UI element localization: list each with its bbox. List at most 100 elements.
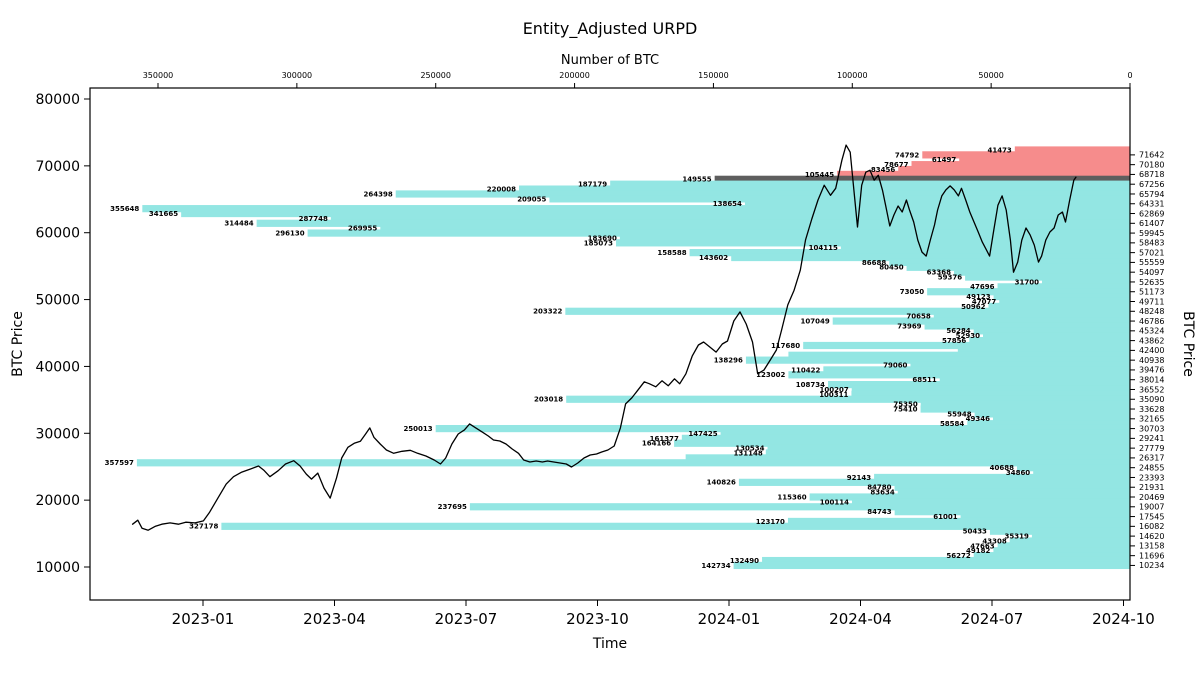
bar-value-label: 143602	[699, 254, 728, 262]
right-tick-label: 51173	[1139, 288, 1164, 297]
urpd-bar-13158	[997, 542, 1130, 550]
bar-value-label: 287748	[299, 215, 328, 223]
bar-value-label: 296130	[275, 229, 304, 237]
urpd-bar-51173	[927, 288, 1130, 296]
right-tick-label: 39476	[1139, 366, 1164, 375]
right-tick-label: 29241	[1139, 434, 1164, 443]
right-tick-label: 27779	[1139, 444, 1164, 453]
bar-value-label: 269955	[348, 225, 377, 233]
bottom-tick-label: 2024-04	[829, 610, 892, 628]
urpd-bar-54828	[906, 263, 1130, 271]
urpd-bar-24124	[1033, 468, 1130, 477]
urpd-bar-61407	[256, 219, 1130, 227]
urpd-bar-32165	[992, 415, 1130, 423]
bar-value-label: 83456	[871, 166, 895, 174]
top-tick-label: 250000	[420, 71, 451, 80]
urpd-bar-45324	[973, 327, 1130, 335]
bottom-tick-label: 2023-04	[303, 610, 366, 628]
bar-value-label: 74792	[895, 151, 919, 159]
top-tick-label: 200000	[559, 71, 590, 80]
bar-value-label: 47696	[970, 283, 994, 291]
bar-value-label: 78677	[884, 161, 908, 169]
urpd-bar-35821	[851, 390, 1130, 398]
bar-value-label: 52930	[956, 332, 980, 340]
right-tick-label: 30703	[1139, 424, 1164, 433]
bar-value-label: 61001	[933, 513, 957, 521]
bar-value-label: 115360	[777, 493, 806, 501]
urpd-bar-21931	[894, 483, 1130, 491]
bar-value-label: 183690	[588, 234, 617, 242]
bar-value-label: 55948	[947, 410, 971, 418]
urpd-bar-34359	[920, 400, 1130, 408]
urpd-bar-68718	[837, 170, 1130, 179]
urpd-bar-14620	[1031, 532, 1130, 540]
right-tick-label: 68718	[1139, 170, 1164, 179]
urpd-bar-24855	[1017, 464, 1130, 472]
right-tick-label: 16082	[1139, 522, 1164, 531]
urpd-bar-44593	[983, 332, 1130, 340]
top-tick-label: 350000	[143, 71, 174, 80]
bottom-tick-label: 2023-10	[566, 610, 629, 628]
bar-value-label: 47663	[970, 542, 994, 550]
urpd-bar-49711	[999, 297, 1130, 306]
bar-value-label: 130534	[735, 445, 764, 453]
urpd-bar-17545	[960, 512, 1130, 521]
top-tick-label: 50000	[978, 71, 1003, 80]
right-tick-label: 35090	[1139, 395, 1164, 404]
bar-value-label: 41473	[987, 146, 1011, 154]
urpd-bar-53366	[965, 273, 1130, 281]
urpd-bar-52635	[1041, 278, 1130, 286]
bar-value-label: 43308	[982, 537, 1006, 545]
right-tick-label: 20469	[1139, 493, 1164, 502]
urpd-bar-47517	[933, 312, 1130, 320]
urpd-bar-59214	[619, 234, 1130, 242]
bar-value-label: 68511	[912, 376, 936, 384]
urpd-bar-39476	[823, 366, 1130, 374]
urpd-bar-72373	[1014, 146, 1130, 154]
right-tick-label: 64331	[1139, 200, 1164, 209]
bar-value-label: 73050	[900, 288, 924, 296]
bar-value-label: 138654	[713, 200, 742, 208]
right-tick-label: 33628	[1139, 405, 1164, 414]
urpd-bar-27048	[765, 449, 1130, 457]
bar-value-label: 63368	[927, 269, 951, 277]
bottom-axis-title: Time	[592, 636, 627, 652]
right-tick-label: 70180	[1139, 160, 1164, 169]
right-tick-label: 43862	[1139, 336, 1164, 345]
bar-value-label: 31700	[1015, 278, 1039, 286]
bar-value-label: 107049	[800, 317, 829, 325]
urpd-bar-16813	[787, 517, 1130, 526]
urpd-bar-40207	[910, 361, 1130, 369]
urpd-bar-65794	[395, 190, 1130, 198]
urpd-bar-16082	[221, 522, 1131, 530]
urpd-bar-12427	[993, 547, 1130, 555]
bottom-axis-ticks: 2023-01 2023-04 2023-07 2023-10 2024-01 2024-…	[172, 600, 1155, 628]
bar-value-label: 149555	[682, 176, 711, 184]
urpd-bar-35090	[566, 395, 1130, 403]
bar-value-label: 250013	[403, 425, 432, 433]
right-tick-label: 65794	[1139, 190, 1164, 199]
bar-value-label: 84780	[867, 484, 891, 492]
urpd-bar-67256	[610, 180, 1130, 188]
urpd-bar-32896	[974, 410, 1130, 418]
urpd-bar-48979	[988, 302, 1130, 310]
bottom-tick-label: 2024-07	[961, 610, 1024, 628]
urpd-bar-65062	[549, 195, 1130, 203]
bar-value-label: 40688	[990, 464, 1014, 472]
bar-value-label: 341665	[149, 210, 178, 218]
bar-value-label: 132490	[730, 557, 759, 565]
bar-value-label: 140826	[707, 479, 736, 487]
urpd-bar-71642	[922, 151, 1130, 159]
bar-value-label: 73969	[897, 322, 921, 330]
bar-value-label: 56272	[946, 552, 970, 560]
urpd-bar-10234	[733, 561, 1130, 570]
urpd-bar-38745	[788, 371, 1130, 379]
urpd-bar-51904	[997, 283, 1130, 291]
left-tick-label: 40000	[35, 359, 80, 375]
bar-value-label: 47077	[972, 298, 996, 306]
bar-value-label: 314484	[224, 220, 253, 228]
bar-value-label: 84743	[867, 508, 891, 516]
urpd-bar-54097	[954, 268, 1130, 276]
right-tick-label: 21931	[1139, 483, 1164, 492]
